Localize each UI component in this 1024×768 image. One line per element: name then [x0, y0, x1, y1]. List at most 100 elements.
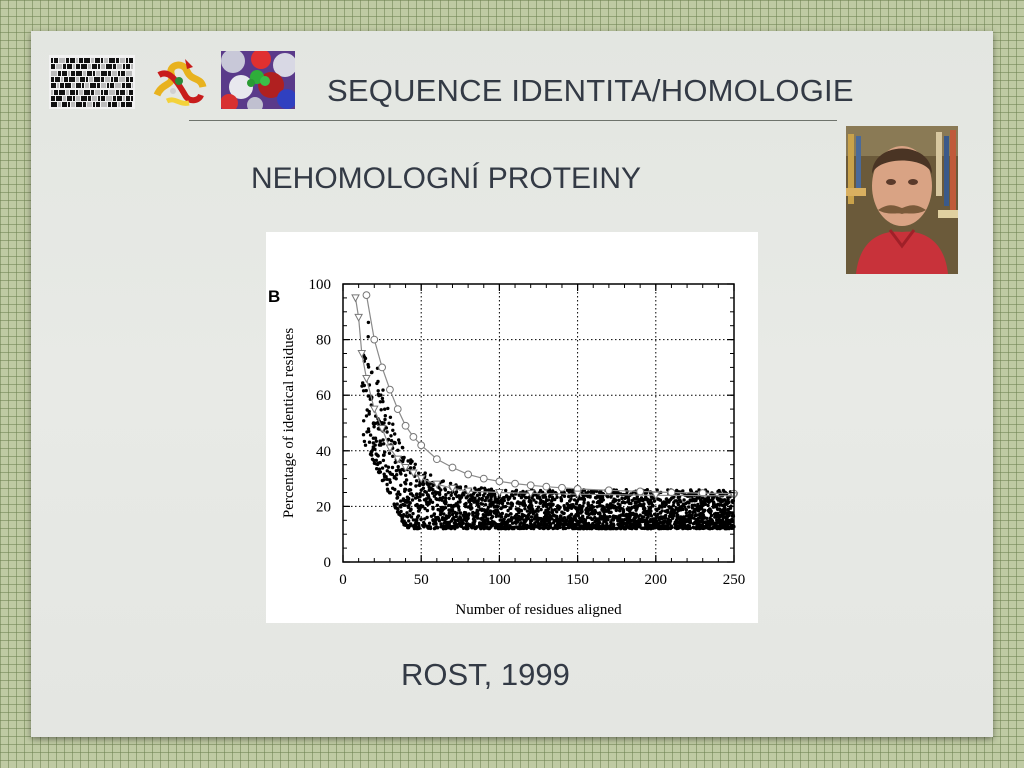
x-tick-label: 200: [645, 572, 668, 588]
scatter-point: [611, 500, 615, 504]
scatter-point: [418, 492, 422, 496]
scatter-point: [703, 508, 707, 512]
scatter-point: [444, 516, 448, 521]
scatter-point: [473, 496, 477, 500]
scatter-point: [567, 523, 571, 527]
scatter-point: [558, 525, 562, 530]
series-marker-circle: [495, 477, 504, 486]
scatter-point: [514, 512, 519, 517]
scatter-point: [425, 508, 430, 513]
scatter-point: [446, 524, 450, 528]
scatter-point: [591, 500, 595, 504]
author-portrait-photo: [846, 126, 958, 274]
scatter-point: [381, 388, 385, 392]
scatter-point: [381, 458, 386, 463]
series-marker-circle: [526, 481, 535, 490]
scatter-point: [713, 512, 718, 517]
scatter-point: [709, 513, 714, 518]
scatter-point: [434, 518, 438, 522]
scatter-point: [497, 501, 501, 505]
scatter-point: [409, 515, 414, 519]
scatter-point: [668, 519, 673, 523]
scatter-cloud: [360, 320, 736, 531]
scatter-point: [392, 476, 396, 480]
scatter-point: [544, 508, 548, 513]
scatter-point: [570, 494, 574, 498]
scatter-point: [593, 515, 597, 520]
scatter-point: [374, 458, 378, 462]
scatter-point: [541, 495, 545, 499]
scatter-point: [527, 498, 532, 503]
scatter-point: [607, 510, 611, 514]
series-marker-circle: [432, 455, 441, 464]
scatter-point: [409, 507, 413, 512]
scatter-point: [565, 502, 569, 506]
scatter-point: [635, 495, 639, 499]
series-marker-triangle: [393, 455, 403, 464]
scatter-point: [425, 482, 430, 486]
scatter-point: [621, 508, 626, 512]
scatter-point: [600, 497, 605, 502]
series-marker-triangle: [369, 405, 379, 414]
scatter-point: [419, 517, 423, 521]
scatter-chart: 0 50 100 150 200 250 0 20 40 60 80 100 Number of res…: [268, 277, 745, 618]
scatter-point: [465, 495, 469, 500]
series-marker-triangle: [357, 350, 367, 359]
scatter-point: [675, 526, 679, 531]
scatter-point: [630, 498, 635, 503]
scatter-point: [634, 513, 639, 517]
scatter-point: [372, 461, 377, 465]
scatter-point: [523, 495, 528, 499]
scatter-point: [380, 396, 385, 401]
scatter-point: [454, 490, 459, 494]
scatter-point: [664, 497, 669, 501]
scatter-point: [612, 491, 616, 495]
scatter-point: [530, 507, 534, 511]
scatter-point: [486, 520, 491, 524]
scatter-point: [438, 509, 443, 514]
scatter-point: [487, 526, 491, 530]
scatter-point: [439, 505, 443, 510]
scatter-point: [536, 509, 540, 513]
scatter-point: [627, 525, 631, 529]
slide: SEQUENCE IDENTITA/HOMOLOGIE NEHOMOLOGNÍ …: [31, 31, 993, 737]
scatter-point: [651, 496, 655, 500]
scatter-point: [378, 400, 383, 404]
scatter-point: [462, 510, 467, 515]
scatter-point: [598, 491, 602, 495]
scatter-point: [714, 523, 718, 527]
scatter-point: [597, 521, 601, 525]
y-tick-label: 80: [316, 333, 331, 349]
scatter-point: [675, 514, 679, 518]
scatter-point: [520, 515, 524, 519]
scatter-point: [408, 466, 413, 470]
scatter-point: [447, 514, 452, 518]
scatter-point: [416, 526, 420, 530]
scatter-point: [679, 500, 683, 504]
scatter-point: [387, 451, 392, 455]
scatter-point: [676, 503, 681, 507]
scatter-point: [545, 515, 549, 519]
scatter-point: [456, 505, 461, 510]
scatter-point: [619, 521, 623, 526]
scatter-point: [556, 504, 560, 508]
scatter-point: [383, 417, 387, 422]
scatter-point: [404, 482, 408, 486]
scatter-point: [726, 497, 730, 502]
scatter-point: [498, 512, 502, 516]
scatter-point: [561, 517, 565, 521]
scatter-point: [466, 513, 470, 517]
scatter-point: [521, 503, 525, 507]
scatter-point: [380, 478, 385, 483]
scatter-point: [376, 454, 380, 458]
series-marker-circle: [393, 405, 402, 414]
scatter-point: [627, 513, 631, 518]
scatter-point: [455, 524, 459, 528]
scatter-point: [684, 508, 688, 512]
scatter-point: [453, 526, 457, 531]
scatter-point: [568, 516, 573, 520]
scatter-point: [703, 501, 707, 505]
scatter-point: [643, 522, 648, 526]
scatter-point: [641, 526, 645, 530]
series-marker-triangle: [573, 490, 582, 499]
